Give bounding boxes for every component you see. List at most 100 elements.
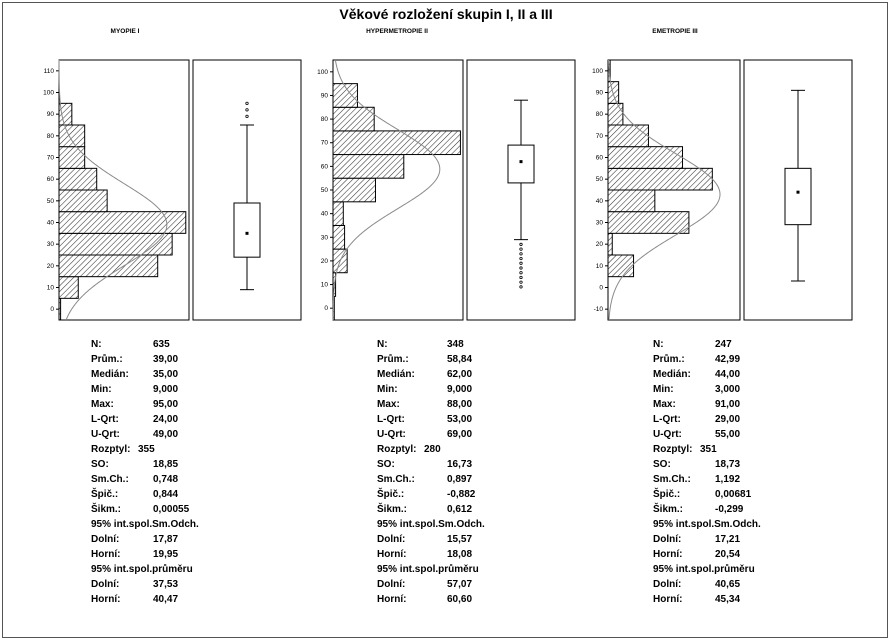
stat-row: Šikm.: 0,00055 <box>91 502 291 517</box>
histogram-bar <box>332 224 346 250</box>
y-tick-label: 50 <box>596 176 604 183</box>
normal-curve <box>607 59 721 321</box>
stat-row: Medián: 35,00 <box>91 367 291 382</box>
stat-value: -0,882 <box>447 489 476 500</box>
stat-value: 16,73 <box>447 459 473 470</box>
stat-value: 55,00 <box>715 429 741 440</box>
stat-row: Min: 3,000 <box>653 382 853 397</box>
y-tick-label: 30 <box>47 241 55 248</box>
stat-label: 95% int.spol.průměru <box>377 564 479 575</box>
stat-row: Dolní: 57,07 <box>377 577 577 592</box>
histogram-bar <box>332 106 375 132</box>
y-tick-label: 60 <box>321 163 329 170</box>
boxplot-frame <box>192 59 302 321</box>
stat-label: 95% int.spol.průměru <box>653 564 755 575</box>
y-tick-label: 20 <box>321 258 329 265</box>
stat-row: N: 247 <box>653 337 853 352</box>
y-tick-label: 100 <box>317 69 328 76</box>
stat-label: Sm.Ch.: <box>653 474 691 485</box>
y-tick-label: 80 <box>321 116 329 123</box>
stat-label: Špič.: <box>91 489 119 500</box>
stat-row: Sm.Ch.: 0,748 <box>91 472 291 487</box>
stat-row: 95% int.spol.Sm.Odch. <box>377 517 577 532</box>
y-tick-label: 80 <box>596 111 604 118</box>
histogram-bar <box>58 211 187 234</box>
stat-value: 20,54 <box>715 549 741 560</box>
stat-row: Špič.: -0,882 <box>377 487 577 502</box>
boxplot-outlier <box>519 256 523 261</box>
stat-row: Prům.: 42,99 <box>653 352 853 367</box>
stat-row: Min: 9,000 <box>91 382 291 397</box>
stat-label: N: <box>377 339 388 350</box>
stat-row: 95% int.spol.Sm.Odch. <box>91 517 291 532</box>
stat-row: Horní: 45,34 <box>653 592 853 607</box>
stat-label: Min: <box>653 384 674 395</box>
y-tick-label: 40 <box>596 198 604 205</box>
stat-row: SO: 18,85 <box>91 457 291 472</box>
histogram-bar <box>607 254 635 278</box>
histogram-bar <box>58 102 73 126</box>
histogram-bar <box>58 124 86 148</box>
stat-row: Dolní: 17,21 <box>653 532 853 547</box>
histogram-bar <box>58 167 98 191</box>
y-tick-label: 40 <box>321 211 329 218</box>
stat-row: Dolní: 15,57 <box>377 532 577 547</box>
stat-value: 635 <box>153 339 170 350</box>
histogram-bar <box>332 177 376 203</box>
boxplot-median-marker <box>245 231 249 235</box>
stat-value: 17,87 <box>153 534 179 545</box>
boxplot-outlier <box>519 275 523 280</box>
stat-value: 355 <box>138 444 155 455</box>
stat-label: Medián: <box>377 369 415 380</box>
stat-value: 24,00 <box>153 414 179 425</box>
stat-label: Max: <box>91 399 114 410</box>
stat-value: 40,47 <box>153 594 179 605</box>
stat-label: 95% int.spol.Sm.Odch. <box>653 519 761 530</box>
stat-row: Sm.Ch.: 1,192 <box>653 472 853 487</box>
stat-label: Sm.Ch.: <box>91 474 129 485</box>
y-tick-label: 10 <box>47 285 55 292</box>
stat-label: Sm.Ch.: <box>377 474 415 485</box>
stat-row: Medián: 62,00 <box>377 367 577 382</box>
stat-label: Rozptyl: <box>653 444 693 455</box>
stat-value: 9,000 <box>153 384 179 395</box>
stats-block-myopie: N: 635 Prům.: 39,00 Medián: 35,00 Min: 9,000 Max… <box>91 337 291 607</box>
boxplot-outlier <box>519 261 523 265</box>
histogram-bar <box>607 211 690 234</box>
stat-value: 0,00055 <box>153 504 190 515</box>
histogram-bar <box>332 130 461 156</box>
stat-value: 58,84 <box>447 354 473 365</box>
stat-row: Sm.Ch.: 0,897 <box>377 472 577 487</box>
stat-label: Prům.: <box>91 354 123 365</box>
stat-label: 95% int.spol.průměru <box>91 564 193 575</box>
stat-value: 18,08 <box>447 549 473 560</box>
stat-value: 35,00 <box>153 369 179 380</box>
y-tick-label: 70 <box>321 140 329 147</box>
y-tick-label: 70 <box>47 155 55 162</box>
stat-row: Horní: 20,54 <box>653 547 853 562</box>
stat-row: Dolní: 17,87 <box>91 532 291 547</box>
group-title-hypermetropie: HYPERMETROPIE II <box>366 28 428 35</box>
y-tick-label: 90 <box>47 111 55 118</box>
stat-label: Šikm.: <box>377 504 408 515</box>
stat-row: Min: 9,000 <box>377 382 577 397</box>
stat-label: N: <box>91 339 102 350</box>
boxplot-box <box>507 144 535 184</box>
stat-row: Rozptyl: 280 <box>377 442 577 457</box>
stat-row: 95% int.spol.průměru <box>377 562 577 577</box>
stat-row: N: 348 <box>377 337 577 352</box>
stat-label: L-Qrt: <box>653 414 681 425</box>
stat-row: Max: 88,00 <box>377 397 577 412</box>
y-tick-label: 50 <box>47 198 55 205</box>
y-tick-label: 100 <box>43 90 54 97</box>
stat-label: Max: <box>653 399 676 410</box>
stat-label: Rozptyl: <box>377 444 417 455</box>
y-tick-label: 40 <box>47 220 55 227</box>
stat-label: U-Qrt: <box>377 429 406 440</box>
stat-row: 95% int.spol.průměru <box>653 562 853 577</box>
stat-value: 280 <box>424 444 441 455</box>
stat-value: 69,00 <box>447 429 473 440</box>
stat-value: 44,00 <box>715 369 741 380</box>
